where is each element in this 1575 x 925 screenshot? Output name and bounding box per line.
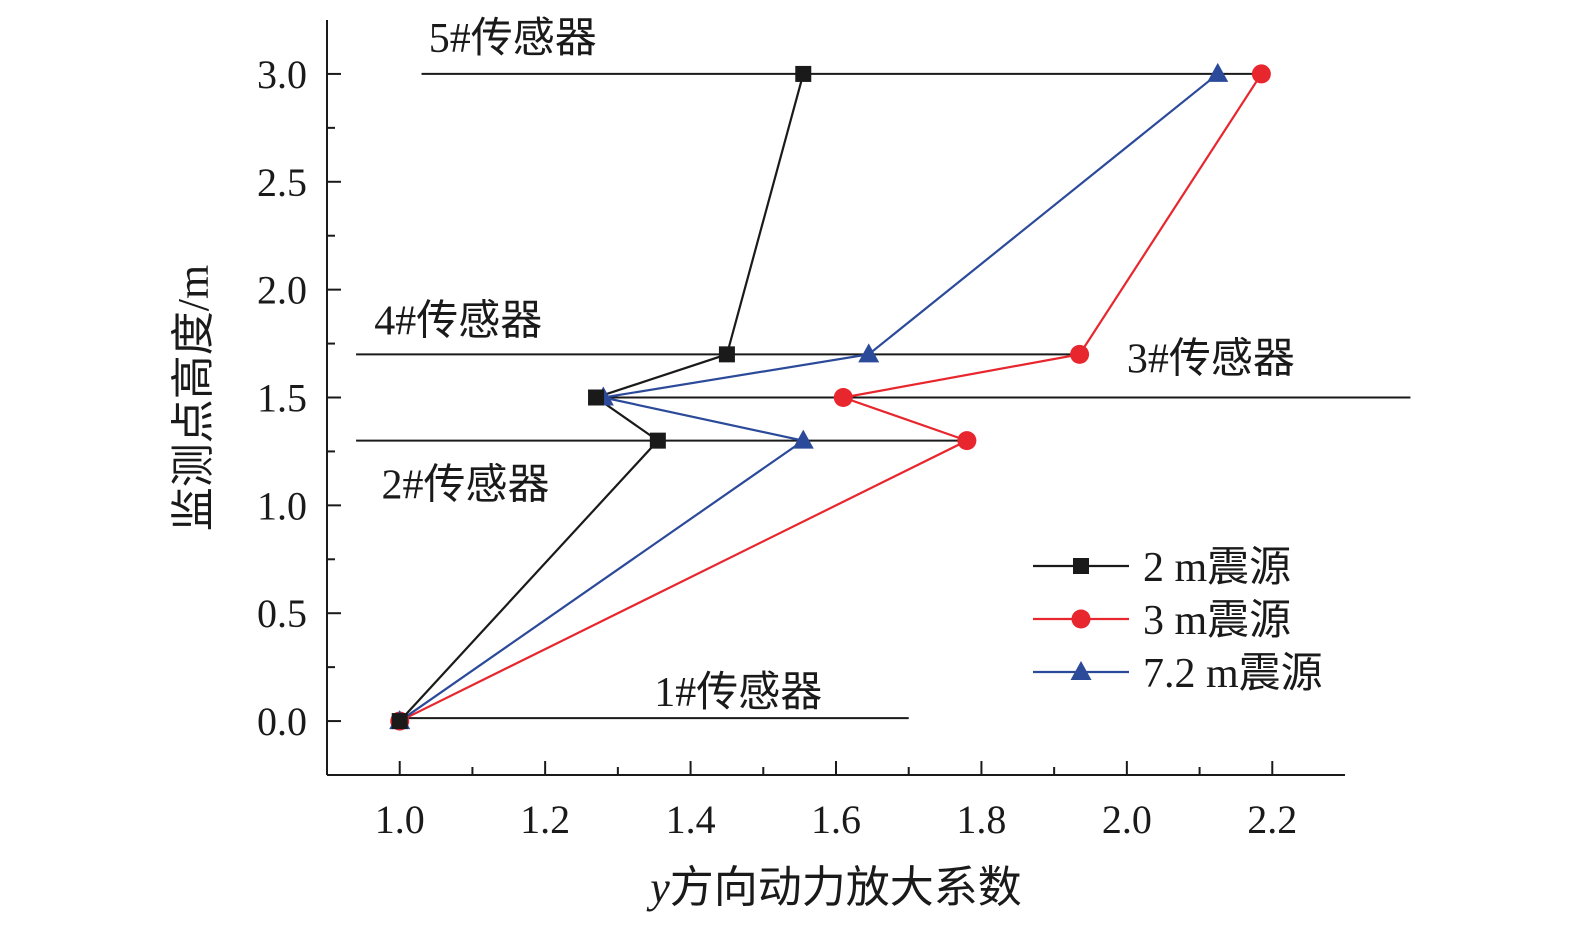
y-tick-label: 0.0 [257,699,307,744]
y-axis-title: 监测点高度/m [169,265,218,531]
legend-marker [1071,609,1091,629]
legend-label: 2 m震源 [1143,545,1291,591]
x-tick-label: 1.4 [666,797,716,842]
y-tick-label: 2.5 [257,160,307,205]
data-point [858,343,880,363]
sensor-label: 4#传感器 [374,298,542,344]
series-markers [389,62,1271,731]
y-tick-label: 3.0 [257,52,307,97]
x-tick-label: 1.2 [520,797,570,842]
data-point [1251,64,1271,84]
data-point [1207,62,1229,82]
data-point [588,389,605,406]
sensor-label: 1#传感器 [654,670,822,716]
legend: 2 m震源 3 m震源 7.2 m震源 [1033,545,1323,697]
legend-label: 3 m震源 [1143,598,1291,644]
legend-marker [1073,558,1089,574]
y-tick-label: 1.5 [257,376,307,421]
data-point [718,346,735,363]
x-tick-label: 2.2 [1247,797,1297,842]
legend-marker [1070,661,1092,680]
x-tick-label: 1.0 [375,797,425,842]
axes: 1.0 1.2 1.4 1.6 1.8 2.0 2.2 0.0 0.5 1.0 1.5 2.0 2.5 3… [257,20,1345,842]
legend-label: 7.2 m震源 [1143,651,1323,697]
data-point [795,65,812,82]
x-axis-title-italic: y [646,863,670,912]
x-axis-title-text: 方向动力放大系数 [670,863,1022,912]
sensor-label: 2#传感器 [382,463,550,509]
y-tick-label: 0.5 [257,591,307,636]
y-tick-label: 1.0 [257,483,307,528]
x-axis-title: y方向动力放大系数 [646,863,1022,912]
data-point [649,432,666,449]
y-tick-label: 2.0 [257,268,307,313]
data-point [957,431,977,451]
x-tick-label: 1.8 [956,797,1006,842]
x-tick-label: 2.0 [1102,797,1152,842]
x-tick-label: 1.6 [811,797,861,842]
data-point [792,429,814,449]
data-point [391,713,408,730]
sensor-label: 3#传感器 [1127,337,1295,383]
sensor-label: 5#传感器 [429,16,597,62]
data-point [833,388,853,407]
data-point [1070,344,1090,364]
